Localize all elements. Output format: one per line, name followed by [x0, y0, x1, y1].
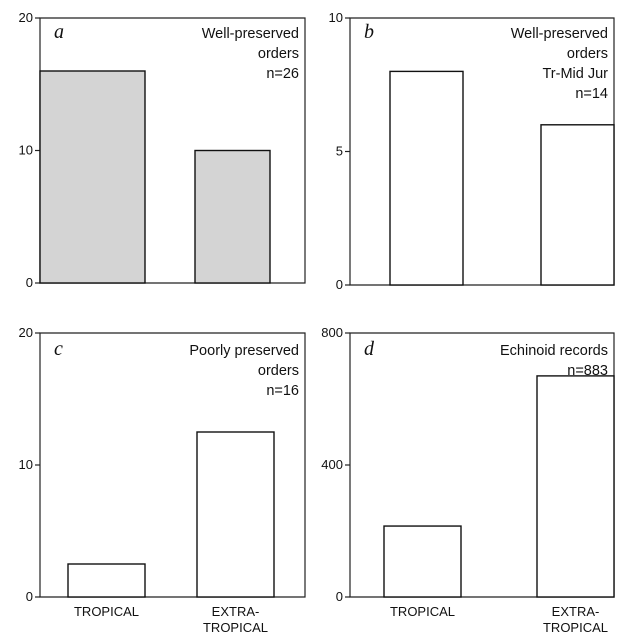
panel-annotation: orders: [567, 46, 608, 62]
panel-annotation: n=16: [266, 383, 299, 399]
bar-tropical: [383, 525, 462, 598]
y-tick-label: 0: [336, 277, 343, 292]
category-label: TROPICAL: [543, 620, 608, 635]
y-tick-label: 20: [19, 325, 33, 340]
bar-extra-tropical: [196, 431, 275, 598]
panel-frame-c: [39, 332, 306, 598]
panel-annotation: orders: [258, 363, 299, 379]
panel-letter: b: [364, 21, 374, 43]
y-tick-label: 5: [336, 144, 343, 159]
bar-extra-tropical: [194, 149, 271, 284]
category-label: EXTRA-: [212, 604, 260, 619]
y-tick-label: 10: [19, 457, 33, 472]
panel-annotation: orders: [258, 46, 299, 62]
y-tick-label: 0: [26, 275, 33, 290]
y-tick-label: 800: [321, 325, 343, 340]
y-tick-label: 20: [19, 10, 33, 25]
bar-extra-tropical: [536, 375, 615, 598]
category-label: TROPICAL: [74, 604, 139, 619]
panel-annotation: Tr-Mid Jur: [542, 66, 608, 82]
y-tick-label: 10: [329, 10, 343, 25]
bar-extra-tropical: [540, 124, 615, 286]
panel-annotation: Poorly preserved: [189, 343, 299, 359]
bar-tropical: [67, 563, 146, 598]
panel-annotation: Well-preserved: [511, 26, 608, 42]
panel-annotation: n=883: [567, 363, 608, 379]
bar-tropical: [389, 70, 464, 286]
y-tick-label: 400: [321, 457, 343, 472]
category-label: TROPICAL: [390, 604, 455, 619]
category-label: EXTRA-: [552, 604, 600, 619]
panel-annotation: n=26: [266, 66, 299, 82]
bar-tropical: [39, 70, 146, 284]
y-tick-label: 0: [26, 589, 33, 604]
panel-letter: c: [54, 338, 63, 360]
panel-letter: a: [54, 21, 64, 43]
panel-letter: d: [364, 338, 375, 360]
panel-annotation: n=14: [575, 86, 608, 102]
y-tick-label: 10: [19, 143, 33, 158]
category-label: TROPICAL: [203, 620, 268, 635]
panel-annotation: Well-preserved: [202, 26, 299, 42]
panel-annotation: Echinoid records: [500, 343, 608, 359]
y-tick-label: 0: [336, 589, 343, 604]
